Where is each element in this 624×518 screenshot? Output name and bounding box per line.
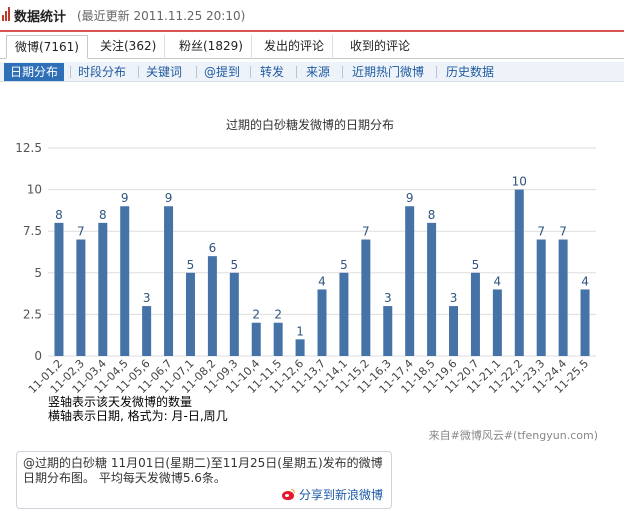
- bar: [492, 289, 502, 356]
- bar: [580, 289, 590, 356]
- divider: [250, 66, 251, 78]
- last-updated: (最近更新 2011.11.25 20:10): [77, 9, 246, 23]
- bar: [185, 272, 195, 356]
- data-label: 5: [472, 258, 480, 272]
- data-label: 3: [450, 291, 458, 305]
- divider: [70, 66, 71, 78]
- data-label: 2: [274, 308, 282, 322]
- bar: [54, 222, 64, 356]
- data-label: 9: [165, 191, 173, 205]
- summary-box: @过期的白砂糖 11月01日(星期二)至11月25日(星期五)发布的微博日期分布…: [16, 451, 392, 509]
- data-label: 9: [121, 191, 129, 205]
- divider: [196, 66, 197, 78]
- data-label: 5: [340, 258, 348, 272]
- subtab-mentions[interactable]: @提到: [204, 65, 241, 79]
- main-tabs: 微博(7161) 关注(362) 粉丝(1829) 发出的评论 收到的评论: [0, 35, 624, 59]
- data-label: 9: [406, 191, 414, 205]
- bar: [383, 306, 393, 356]
- y-tick-label: 0: [34, 349, 42, 363]
- data-label: 2: [252, 308, 260, 322]
- data-label: 7: [559, 225, 567, 239]
- divider: [296, 66, 297, 78]
- y-tick-label: 12.5: [15, 141, 42, 155]
- bar: [514, 189, 524, 356]
- data-label: 7: [362, 225, 370, 239]
- subtab-sources[interactable]: 来源: [306, 65, 331, 79]
- date-distribution-chart: 过期的白砂糖发微博的日期分布02.557.51012.5811-01,2711-…: [15, 117, 596, 394]
- bar-chart-icon: [2, 7, 10, 21]
- data-label: 8: [55, 208, 63, 222]
- data-label: 6: [209, 241, 217, 255]
- y-tick-label: 7.5: [23, 224, 42, 238]
- bar: [470, 272, 480, 356]
- bar: [427, 222, 437, 356]
- bar: [317, 289, 327, 356]
- bar: [120, 206, 130, 356]
- stats-header: 数据统计 (最近更新 2011.11.25 20:10): [0, 0, 624, 32]
- subtab-history[interactable]: 历史数据: [446, 65, 495, 79]
- data-label: 10: [512, 175, 527, 189]
- summary-text: @过期的白砂糖 11月01日(星期二)至11月25日(星期五)发布的微博日期分布…: [23, 456, 383, 485]
- bar: [558, 239, 568, 356]
- y-tick-label: 10: [27, 183, 42, 197]
- chart-title: 过期的白砂糖发微博的日期分布: [226, 117, 394, 132]
- share-label: 分享到新浪微博: [298, 488, 383, 502]
- x-axis-note: 横轴表示日期, 格式为: 月-日,周几: [48, 409, 228, 423]
- data-label: 3: [384, 291, 392, 305]
- data-label: 7: [77, 225, 85, 239]
- sub-tabs: 日期分布 时段分布 关键词 @提到 转发 来源 近期热门微博 历史数据: [0, 62, 624, 82]
- divider: [138, 66, 139, 78]
- bar: [273, 322, 283, 356]
- data-label: 8: [428, 208, 436, 222]
- data-label: 5: [230, 258, 238, 272]
- tab-weibo[interactable]: 微博(7161): [6, 35, 88, 59]
- tab-followers[interactable]: 粉丝(1829): [171, 35, 252, 59]
- page-title: 数据统计: [14, 10, 67, 25]
- data-label: 4: [318, 274, 326, 288]
- data-label: 8: [99, 208, 107, 222]
- tab-sent-comments[interactable]: 发出的评论: [256, 35, 334, 59]
- bar: [405, 206, 415, 356]
- divider: [342, 66, 343, 78]
- weibo-icon: [281, 489, 295, 500]
- bar: [142, 306, 152, 356]
- data-label: 7: [537, 225, 545, 239]
- bar: [536, 239, 546, 356]
- bar: [229, 272, 239, 356]
- data-label: 4: [494, 274, 502, 288]
- bar: [164, 206, 174, 356]
- y-axis-note: 竖轴表示该天发微博的数量: [48, 395, 193, 409]
- tab-following[interactable]: 关注(362): [92, 35, 166, 59]
- bar: [449, 306, 459, 356]
- bar: [207, 256, 217, 356]
- subtab-date-distribution[interactable]: 日期分布: [4, 63, 65, 81]
- source-credit: 来自#微博风云#(tfengyun.com): [428, 429, 598, 442]
- bar: [295, 339, 305, 356]
- subtab-reposts[interactable]: 转发: [260, 65, 285, 79]
- data-label: 3: [143, 291, 151, 305]
- data-label: 5: [187, 258, 195, 272]
- subtab-time-distribution[interactable]: 时段分布: [78, 65, 127, 79]
- data-label: 1: [296, 324, 304, 338]
- chart-notes: 竖轴表示该天发微博的数量 横轴表示日期, 格式为: 月-日,周几: [48, 395, 228, 423]
- subtab-keywords[interactable]: 关键词: [146, 65, 183, 79]
- bar: [251, 322, 261, 356]
- divider: [436, 66, 437, 78]
- bar: [76, 239, 86, 356]
- subtab-recent-hot[interactable]: 近期热门微博: [352, 65, 425, 79]
- y-tick-label: 5: [34, 266, 42, 280]
- bar: [339, 272, 349, 356]
- y-tick-label: 2.5: [23, 307, 42, 321]
- tab-received-comments[interactable]: 收到的评论: [350, 39, 411, 53]
- share-to-weibo-link[interactable]: 分享到新浪微博: [281, 486, 383, 503]
- data-label: 4: [581, 274, 589, 288]
- bar: [361, 239, 371, 356]
- bar: [98, 222, 108, 356]
